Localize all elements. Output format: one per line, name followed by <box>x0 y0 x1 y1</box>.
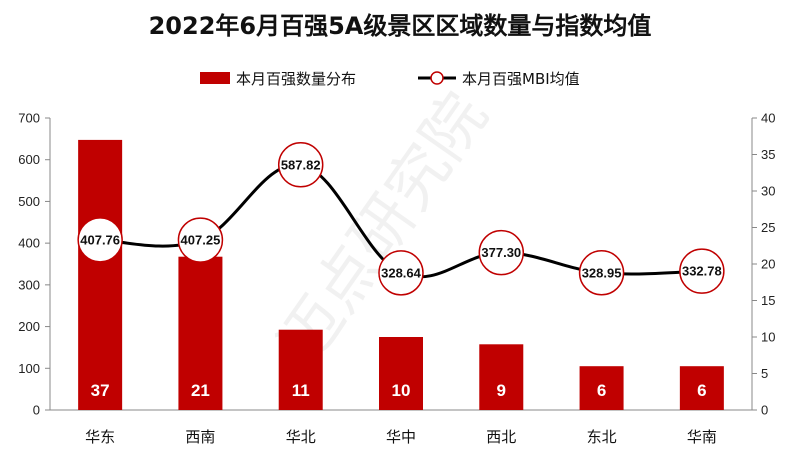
y-left-tick-label: 700 <box>18 111 40 126</box>
axes: 0 100 200 300 400 500 600 700 0 5 10 15 20 25 30 35 40 华东… <box>18 111 775 447</box>
legend-swatch-bar <box>200 72 230 84</box>
line-data-label: 407.25 <box>181 233 221 248</box>
line-point <box>378 250 424 296</box>
bar-data-label: 6 <box>597 381 606 400</box>
x-tick-label: 华南 <box>687 428 717 446</box>
y-right-tick-label: 5 <box>761 366 768 381</box>
y-left-tick-label: 100 <box>18 361 40 376</box>
bar-data-label: 37 <box>91 381 110 400</box>
line-point <box>578 250 625 296</box>
line-point <box>679 248 725 294</box>
y-left-tick-label: 600 <box>18 152 40 167</box>
bar-data-label: 10 <box>392 381 411 400</box>
y-left-tick-label: 300 <box>18 277 40 292</box>
line-layer: 407.76 407.25 587.82 328.64 377.30 328.95 332.… <box>77 142 725 296</box>
chart-title: 2022年6月百强5A级景区区域数量与指数均值 <box>149 12 652 40</box>
bar <box>278 329 323 410</box>
legend-marker <box>430 71 444 85</box>
line-point <box>177 217 224 263</box>
y-right-tick-label: 20 <box>761 257 775 272</box>
y-left-tick-label: 400 <box>18 236 40 251</box>
bar <box>579 366 624 410</box>
x-tick-label: 华中 <box>386 428 416 446</box>
bar <box>178 256 223 410</box>
y-right-tick-label: 10 <box>761 330 775 345</box>
bar <box>679 366 724 410</box>
y-right-tick-label: 40 <box>761 111 775 126</box>
bar <box>479 344 524 410</box>
bar-data-label: 6 <box>697 381 706 400</box>
line-data-label: 587.82 <box>281 157 321 172</box>
legend-label-line: 本月百强MBI均值 <box>462 70 580 88</box>
line-data-label: 328.95 <box>582 265 622 280</box>
y-right-tick-label: 0 <box>761 403 768 418</box>
bar-data-label: 11 <box>292 381 310 400</box>
line-data-label: 407.76 <box>80 232 120 247</box>
x-tick-label: 华北 <box>286 428 316 446</box>
y-left-tick-label: 200 <box>18 319 40 334</box>
y-left-tick-label: 0 <box>33 403 40 418</box>
x-tick-label: 西南 <box>185 428 215 446</box>
bars: 37 21 11 10 9 6 6 <box>78 139 724 410</box>
bar-data-label: 21 <box>191 381 210 400</box>
line-point <box>277 142 324 188</box>
bar-data-label: 9 <box>497 381 506 400</box>
legend: 本月百强数量分布 本月百强MBI均值 <box>200 70 580 88</box>
line-point <box>478 229 525 276</box>
line-point <box>77 217 123 263</box>
bar <box>379 337 423 410</box>
y-left-tick-label: 500 <box>18 194 40 209</box>
x-tick-label: 华东 <box>85 428 115 446</box>
x-tick-label: 西北 <box>486 428 516 446</box>
x-tick-label: 东北 <box>587 428 617 446</box>
line-data-label: 377.30 <box>481 245 521 260</box>
y-right-tick-label: 25 <box>761 220 775 235</box>
y-right-tick-label: 15 <box>761 293 775 308</box>
y-right-tick-label: 35 <box>761 147 775 162</box>
line-data-label: 332.78 <box>682 264 722 279</box>
legend-label-bar: 本月百强数量分布 <box>236 70 356 88</box>
line-data-label: 328.64 <box>381 265 422 280</box>
y-right-tick-label: 30 <box>761 184 775 199</box>
bar <box>78 139 123 410</box>
